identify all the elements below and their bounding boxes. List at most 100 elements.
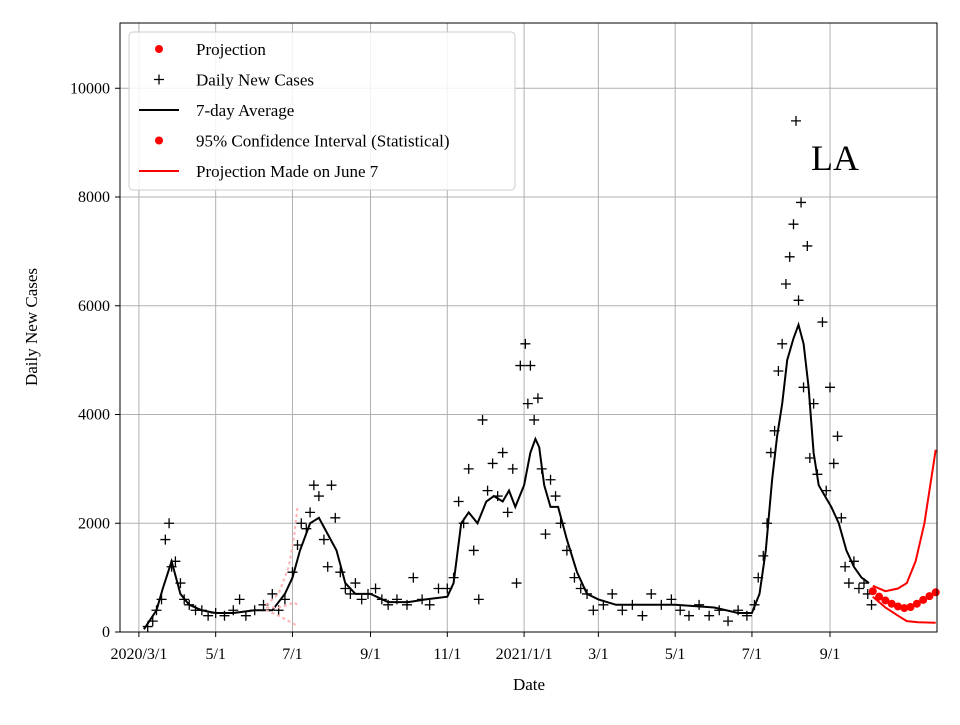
projection-point <box>931 588 940 597</box>
daily-case-point <box>550 491 561 502</box>
x-axis-label: Date <box>513 675 545 694</box>
series-daily-new-cases <box>142 115 877 632</box>
projection-point <box>868 587 877 596</box>
plot-area <box>142 115 940 632</box>
daily-case-point <box>853 583 864 594</box>
daily-case-point <box>529 414 540 425</box>
daily-case-point <box>520 338 531 349</box>
daily-case-point <box>463 463 474 474</box>
y-tick-label: 10000 <box>70 80 110 97</box>
projection-point <box>887 599 896 608</box>
legend-plus-icon <box>154 74 164 85</box>
x-tick-label: 9/1 <box>360 646 380 663</box>
y-tick-label: 8000 <box>78 189 110 206</box>
daily-case-point <box>723 616 734 627</box>
series-7-day-average <box>143 321 870 630</box>
daily-case-point <box>793 295 804 306</box>
daily-case-point <box>824 382 835 393</box>
plot-frame <box>119 22 938 633</box>
x-tick-label: 7/1 <box>282 646 302 663</box>
daily-case-point <box>675 605 686 616</box>
daily-case-point <box>468 545 479 556</box>
projection-point <box>893 602 902 611</box>
projection-point <box>881 596 890 605</box>
legend-dot-icon <box>155 136 163 145</box>
daily-case-point <box>473 594 484 605</box>
daily-case-point <box>433 583 444 594</box>
y-tick-label: 4000 <box>78 407 110 424</box>
legend: Projection Daily New Cases 7-day Average 95… <box>128 31 516 191</box>
daily-case-point <box>666 594 677 605</box>
legend-label: Projection Made on June 7 <box>196 162 379 181</box>
daily-case-point <box>497 447 508 458</box>
daily-case-point <box>836 512 847 523</box>
daily-case-point <box>408 572 419 583</box>
series-june7-projection <box>265 506 299 628</box>
daily-case-point <box>292 540 303 550</box>
daily-case-point <box>704 610 715 621</box>
daily-case-point <box>160 534 171 545</box>
daily-case-point <box>234 594 245 605</box>
daily-case-point <box>791 115 802 126</box>
daily-case-point <box>817 317 828 328</box>
daily-case-point <box>522 398 533 409</box>
series-projection <box>868 587 940 613</box>
daily-case-point <box>335 567 346 578</box>
daily-case-point <box>840 561 851 572</box>
x-tick-label: 3/1 <box>588 646 608 663</box>
x-tick-label: 7/1 <box>742 646 762 663</box>
x-tick-label: 2020/3/1 <box>110 646 167 663</box>
daily-case-point <box>866 599 877 610</box>
daily-case-point <box>828 458 839 469</box>
daily-case-point <box>796 197 807 208</box>
daily-case-point <box>694 599 705 610</box>
legend-item: 95% Confidence Interval (Statistical) <box>155 132 450 151</box>
projection-point <box>906 602 915 611</box>
daily-case-point <box>305 507 316 518</box>
daily-case-point <box>637 610 648 621</box>
y-tick-label: 0 <box>102 624 110 641</box>
daily-case-point <box>545 474 556 485</box>
y-axis-label: Daily New Cases <box>22 268 41 386</box>
daily-case-point <box>780 279 791 289</box>
daily-case-point <box>802 240 813 251</box>
june7-projection-line <box>266 600 299 609</box>
x-tick-label: 11/1 <box>433 646 461 663</box>
legend-label: Daily New Cases <box>196 71 314 90</box>
daily-case-point <box>356 594 367 605</box>
legend-item: Daily New Cases <box>154 71 314 90</box>
projection-point <box>925 592 934 601</box>
legend-item: 7-day Average <box>139 101 294 120</box>
axes-ticks: 2020/3/1 5/1 7/1 9/1 11/1 2021/1/1 3/1 5/1 7/1 9/… <box>70 80 840 663</box>
series-confidence-interval <box>872 449 937 624</box>
daily-case-point <box>617 605 628 616</box>
daily-case-point <box>267 588 278 599</box>
daily-case-point <box>525 360 536 371</box>
legend-box <box>128 31 516 191</box>
projection-point <box>919 595 928 604</box>
daily-case-point <box>424 599 435 610</box>
x-tick-label: 5/1 <box>205 646 225 663</box>
daily-case-point <box>758 550 769 561</box>
daily-case-point <box>507 463 518 474</box>
daily-case-point <box>502 507 513 518</box>
daily-case-point <box>773 366 784 376</box>
legend-label: 95% Confidence Interval (Statistical) <box>196 132 450 151</box>
daily-case-point <box>296 518 307 529</box>
legend-dot-icon <box>155 45 163 53</box>
ci-lower-line <box>872 595 936 624</box>
daily-case-point <box>322 561 333 572</box>
daily-case-point <box>487 458 498 469</box>
june7-projection-line <box>265 609 299 628</box>
projection-point <box>912 599 921 608</box>
daily-case-point <box>684 610 695 621</box>
legend-label: 7-day Average <box>196 101 294 120</box>
daily-case-point <box>540 529 551 540</box>
daily-case-point <box>588 605 599 616</box>
projection-point <box>900 604 909 613</box>
daily-case-point <box>482 485 493 496</box>
y-tick-label: 2000 <box>78 515 110 532</box>
daily-case-point <box>326 480 337 491</box>
